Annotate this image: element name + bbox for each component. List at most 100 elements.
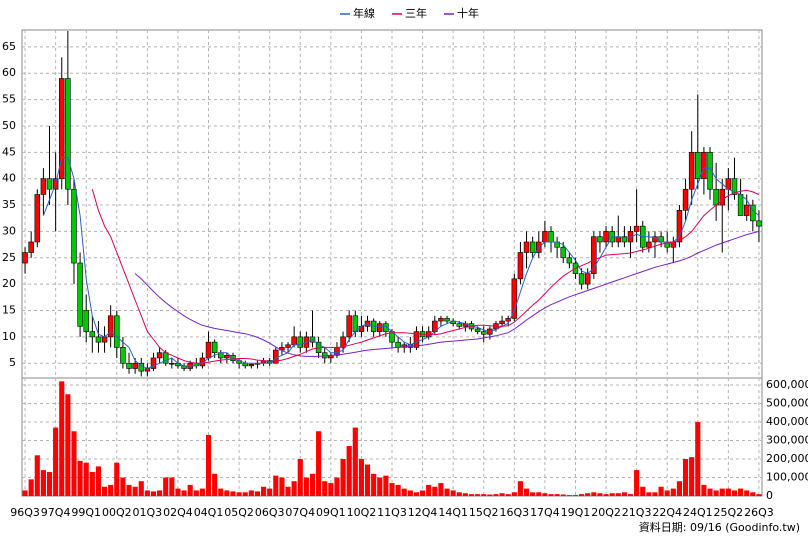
y2-tick-label: 200,000 — [766, 452, 808, 465]
y-tick-label: 20 — [2, 277, 16, 290]
ma-line — [134, 230, 760, 357]
volume-bar — [621, 492, 627, 496]
candle-body — [480, 331, 487, 335]
candle-body — [377, 323, 383, 332]
candle-body — [59, 78, 65, 179]
volume-bar — [53, 427, 59, 496]
volume-bar — [536, 492, 542, 496]
candle-body — [101, 336, 108, 343]
y2-tick-label: 0 — [766, 489, 773, 502]
volume-bar — [389, 483, 395, 496]
candle-body — [713, 188, 719, 206]
volume-bar — [199, 488, 205, 496]
volume-bar — [291, 481, 297, 496]
plot-frame — [21, 29, 763, 497]
volume-bar — [71, 431, 77, 496]
volume-bar — [132, 486, 138, 496]
volume-bar — [346, 446, 352, 496]
volume-bar — [193, 490, 199, 496]
volume-bar — [163, 477, 169, 496]
volume-bar — [609, 493, 615, 496]
candle-body — [621, 236, 628, 243]
y-tick-label: 5 — [9, 356, 16, 369]
volume-bar — [46, 471, 53, 496]
volume-bar — [59, 381, 65, 496]
candle-body — [584, 273, 591, 285]
volume-bar — [242, 492, 248, 496]
x-tick-label: 04Q1 — [194, 506, 224, 519]
volume-bar — [744, 490, 750, 496]
volume-bar — [83, 462, 89, 496]
volume-bar — [664, 490, 670, 496]
volume-bar — [328, 483, 334, 496]
candle-body — [22, 252, 28, 264]
volume-bar — [28, 479, 34, 496]
y2-tick-label: 500,000 — [766, 397, 808, 410]
volume-bar — [462, 493, 468, 496]
volume-bar — [689, 457, 695, 496]
candle-body — [114, 315, 120, 348]
candle-body — [334, 347, 340, 356]
volume-bar — [572, 495, 579, 496]
volume-bar — [383, 475, 389, 496]
candle-body — [444, 318, 450, 322]
x-tick-label: 26Q3 — [744, 506, 774, 519]
y-tick-label: 35 — [2, 198, 16, 211]
candle-body — [719, 188, 725, 206]
volume-bar — [530, 492, 536, 496]
candle-body — [150, 357, 157, 369]
x-tick-label: 16Q3 — [499, 506, 529, 519]
legend-label: 年線 — [353, 6, 375, 20]
candle-body — [633, 225, 640, 232]
x-tick-label: 00Q2 — [102, 506, 132, 519]
candle-body — [46, 178, 53, 190]
volume-bar — [77, 460, 83, 496]
y-tick-label: 50 — [2, 119, 16, 132]
volume-bar — [316, 431, 322, 496]
candle-body — [169, 362, 175, 365]
candle-body — [438, 318, 444, 322]
candle-body — [603, 231, 609, 243]
candle-body — [89, 331, 96, 338]
volume-bar — [40, 470, 46, 496]
y-tick-label: 10 — [2, 330, 16, 343]
volume-bar — [309, 473, 316, 496]
volume-bar — [267, 488, 273, 496]
volume-bar — [493, 494, 499, 496]
candle-body — [340, 336, 346, 348]
volume-bar — [364, 464, 371, 496]
candle-body — [211, 341, 218, 353]
volume-bar — [652, 492, 658, 496]
candle-body — [566, 257, 573, 264]
volume-bar — [212, 473, 218, 496]
y-tick-label: 45 — [2, 145, 16, 158]
candle-body — [199, 357, 206, 367]
candle-body — [132, 362, 138, 369]
volume-bar — [395, 484, 401, 496]
volume-bar — [65, 394, 71, 496]
volume-bar — [175, 488, 181, 496]
volume-bar — [756, 494, 762, 496]
y-tick-label: 15 — [2, 304, 16, 317]
volume-bar — [285, 486, 291, 496]
candle-body — [737, 194, 744, 216]
volume-bar — [566, 495, 572, 496]
volume-bar — [169, 477, 175, 496]
candle-body — [34, 194, 41, 243]
y-tick-label: 60 — [2, 66, 16, 79]
candle-body — [77, 262, 83, 327]
volume-bar — [750, 492, 756, 496]
volume-bar — [120, 477, 126, 496]
candle-body — [695, 152, 701, 179]
volume-bar — [487, 494, 493, 496]
volume-bar — [261, 486, 267, 496]
volume-bar — [108, 484, 114, 496]
candle-body — [120, 347, 126, 364]
volume-bar — [444, 488, 450, 496]
volume-bar — [218, 488, 224, 496]
candle-body — [591, 236, 597, 274]
volume-bar — [658, 486, 664, 496]
candle-body — [529, 241, 536, 253]
volume-bar — [585, 493, 591, 496]
